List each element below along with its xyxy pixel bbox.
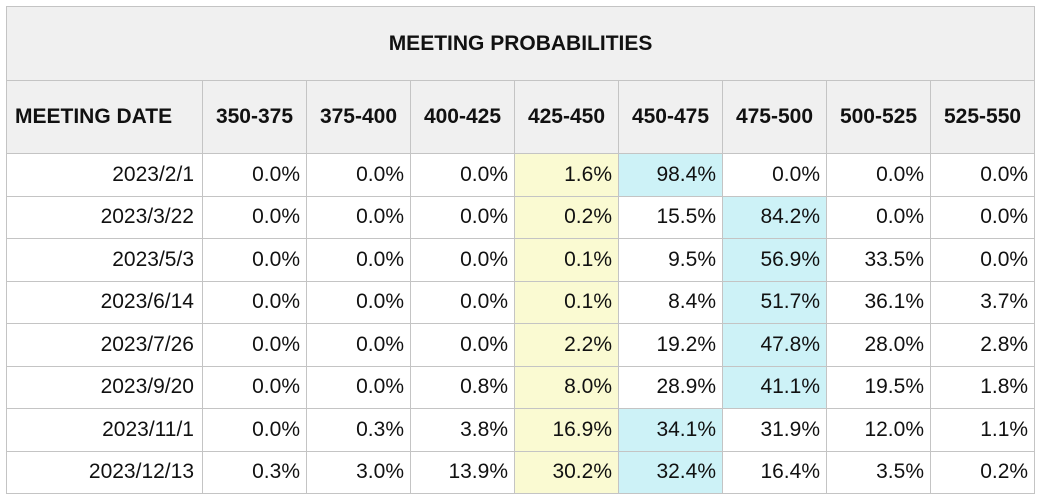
- probability-cell: 3.8%: [410, 408, 515, 452]
- probability-cell: 0.0%: [306, 323, 411, 367]
- column-header-range: 500-525: [826, 80, 931, 154]
- probability-cell: 0.0%: [929, 153, 1036, 197]
- probability-cell: 0.0%: [410, 280, 515, 324]
- meeting-date-cell: 2023/2/1: [6, 153, 203, 197]
- probability-cell: 2.8%: [929, 323, 1036, 367]
- column-header-range: 525-550: [929, 80, 1036, 154]
- probability-cell: 98.4%: [618, 153, 723, 197]
- probability-cell: 0.0%: [202, 238, 307, 282]
- probability-cell: 84.2%: [722, 195, 827, 239]
- probability-cell: 0.1%: [514, 280, 619, 324]
- probability-cell: 0.0%: [410, 238, 515, 282]
- probability-cell: 0.0%: [826, 153, 931, 197]
- probability-cell: 3.7%: [929, 280, 1036, 324]
- probability-cell: 30.2%: [514, 450, 619, 494]
- probability-cell: 1.1%: [929, 408, 1036, 452]
- column-header-range: 400-425: [410, 80, 515, 154]
- probability-cell: 0.0%: [306, 153, 411, 197]
- probability-cell: 3.0%: [306, 450, 411, 494]
- probability-cell: 1.6%: [514, 153, 619, 197]
- probability-cell: 19.5%: [826, 365, 931, 409]
- probability-cell: 36.1%: [826, 280, 931, 324]
- probability-cell: 0.0%: [826, 195, 931, 239]
- probability-cell: 31.9%: [722, 408, 827, 452]
- probability-cell: 16.9%: [514, 408, 619, 452]
- table-row: 2023/2/1 0.0% 0.0% 0.0% 1.6% 98.4% 0.0% …: [6, 153, 1036, 197]
- column-header-row: MEETING DATE 350-375 375-400 400-425 425…: [6, 80, 1036, 154]
- meeting-date-cell: 2023/6/14: [6, 280, 203, 324]
- table-row: 2023/3/22 0.0% 0.0% 0.0% 0.2% 15.5% 84.2…: [6, 195, 1036, 239]
- probability-cell: 47.8%: [722, 323, 827, 367]
- probability-cell: 0.0%: [722, 153, 827, 197]
- table-row: 2023/12/13 0.3% 3.0% 13.9% 30.2% 32.4% 1…: [6, 450, 1036, 494]
- probability-cell: 1.8%: [929, 365, 1036, 409]
- column-header-meeting-date: MEETING DATE: [6, 80, 203, 154]
- column-header-range: 450-475: [618, 80, 723, 154]
- column-header-range: 350-375: [202, 80, 307, 154]
- table-title: MEETING PROBABILITIES: [5, 6, 1036, 81]
- probability-cell: 19.2%: [618, 323, 723, 367]
- probability-cell: 3.5%: [826, 450, 931, 494]
- probability-cell: 32.4%: [618, 450, 723, 494]
- meeting-date-cell: 2023/5/3: [6, 238, 203, 282]
- table-row: 2023/5/3 0.0% 0.0% 0.0% 0.1% 9.5% 56.9% …: [6, 238, 1036, 282]
- probability-cell: 0.0%: [306, 280, 411, 324]
- probability-cell: 0.8%: [410, 365, 515, 409]
- probability-cell: 0.0%: [202, 280, 307, 324]
- probability-cell: 2.2%: [514, 323, 619, 367]
- meeting-date-cell: 2023/11/1: [6, 408, 203, 452]
- probability-cell: 0.0%: [929, 195, 1036, 239]
- probability-cell: 8.0%: [514, 365, 619, 409]
- probability-cell: 0.0%: [410, 323, 515, 367]
- probability-cell: 13.9%: [410, 450, 515, 494]
- probability-cell: 51.7%: [722, 280, 827, 324]
- probability-cell: 15.5%: [618, 195, 723, 239]
- probability-cell: 0.2%: [929, 450, 1036, 494]
- probability-cell: 28.9%: [618, 365, 723, 409]
- table-row: 2023/9/20 0.0% 0.0% 0.8% 8.0% 28.9% 41.1…: [6, 365, 1036, 409]
- probability-cell: 0.2%: [514, 195, 619, 239]
- meeting-date-cell: 2023/3/22: [6, 195, 203, 239]
- probability-cell: 0.0%: [306, 238, 411, 282]
- probability-cell: 0.0%: [306, 365, 411, 409]
- probability-cell: 0.3%: [306, 408, 411, 452]
- probability-cell: 0.0%: [410, 195, 515, 239]
- meeting-probabilities-table: MEETING PROBABILITIES MEETING DATE 350-3…: [5, 6, 1036, 494]
- probability-cell: 0.0%: [202, 408, 307, 452]
- probability-cell: 0.0%: [202, 365, 307, 409]
- probability-cell: 28.0%: [826, 323, 931, 367]
- column-header-range: 425-450: [514, 80, 619, 154]
- probability-cell: 0.0%: [202, 153, 307, 197]
- meeting-probabilities-panel: MEETING PROBABILITIES MEETING DATE 350-3…: [5, 6, 1036, 494]
- probability-cell: 41.1%: [722, 365, 827, 409]
- table-body: 2023/2/1 0.0% 0.0% 0.0% 1.6% 98.4% 0.0% …: [6, 153, 1036, 494]
- probability-cell: 0.0%: [306, 195, 411, 239]
- column-header-range: 475-500: [722, 80, 827, 154]
- probability-cell: 16.4%: [722, 450, 827, 494]
- meeting-date-cell: 2023/7/26: [6, 323, 203, 367]
- table-row: 2023/6/14 0.0% 0.0% 0.0% 0.1% 8.4% 51.7%…: [6, 280, 1036, 324]
- probability-cell: 8.4%: [618, 280, 723, 324]
- probability-cell: 0.0%: [929, 238, 1036, 282]
- probability-cell: 0.0%: [202, 323, 307, 367]
- probability-cell: 0.0%: [202, 195, 307, 239]
- probability-cell: 0.1%: [514, 238, 619, 282]
- probability-cell: 0.0%: [410, 153, 515, 197]
- probability-cell: 0.3%: [202, 450, 307, 494]
- column-header-range: 375-400: [306, 80, 411, 154]
- table-row: 2023/11/1 0.0% 0.3% 3.8% 16.9% 34.1% 31.…: [6, 408, 1036, 452]
- probability-cell: 56.9%: [722, 238, 827, 282]
- table-row: 2023/7/26 0.0% 0.0% 0.0% 2.2% 19.2% 47.8…: [6, 323, 1036, 367]
- meeting-date-cell: 2023/9/20: [6, 365, 203, 409]
- probability-cell: 33.5%: [826, 238, 931, 282]
- probability-cell: 12.0%: [826, 408, 931, 452]
- probability-cell: 9.5%: [618, 238, 723, 282]
- probability-cell: 34.1%: [618, 408, 723, 452]
- meeting-date-cell: 2023/12/13: [6, 450, 203, 494]
